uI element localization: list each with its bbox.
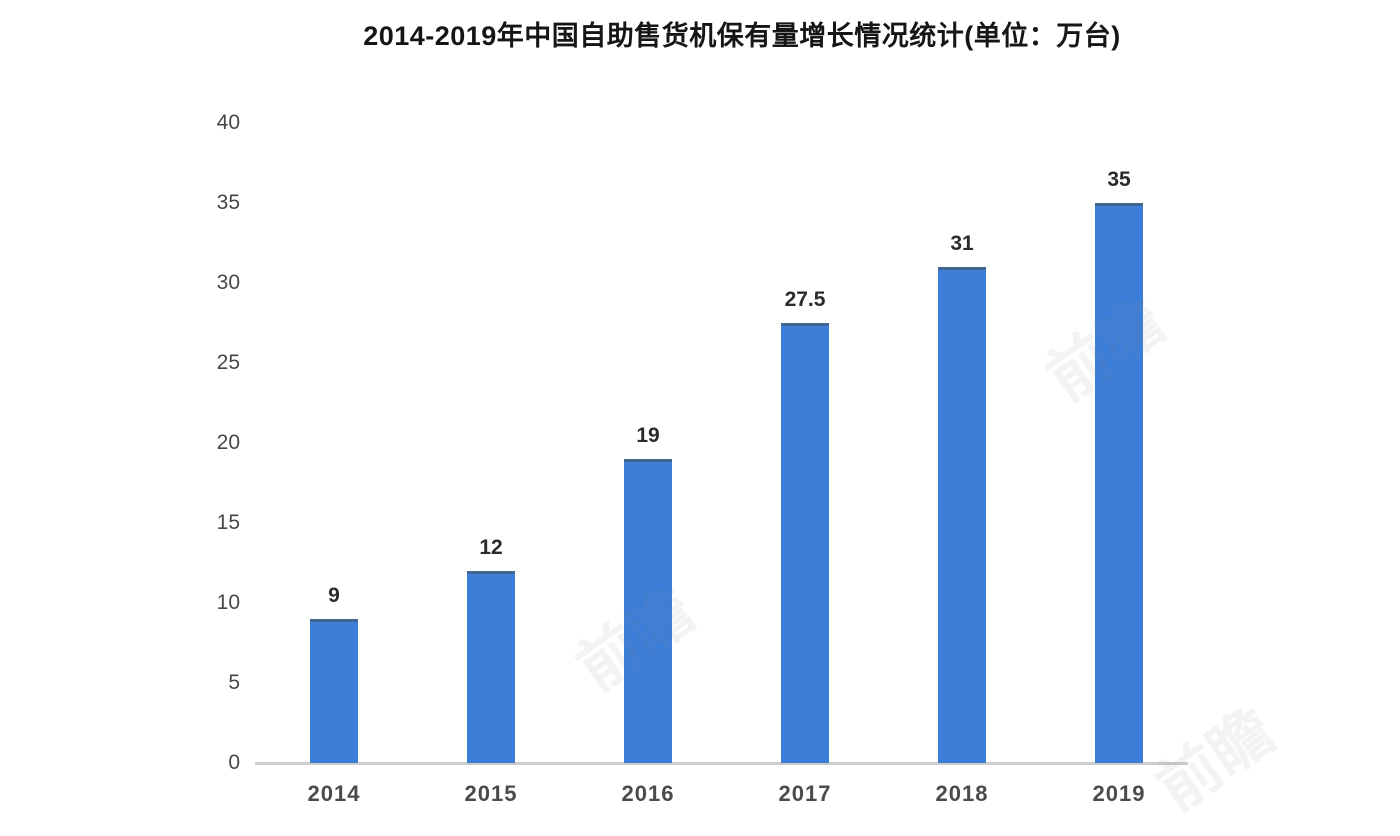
- x-tick-label: 2015: [464, 781, 518, 806]
- x-tick-label: 2016: [621, 781, 675, 806]
- bar-2018: [938, 267, 986, 763]
- x-tick-label: 2014: [307, 781, 361, 806]
- bar-value-label: 31: [950, 232, 974, 255]
- y-tick-label: 25: [216, 351, 240, 374]
- bar-value-label: 35: [1107, 168, 1131, 191]
- bar-2017: [781, 323, 829, 763]
- y-tick-label: 40: [216, 111, 240, 134]
- bar-2014: [310, 619, 358, 763]
- bar-2019: [1095, 203, 1143, 763]
- y-tick-label: 5: [228, 671, 240, 694]
- bar-value-label: 12: [479, 536, 503, 559]
- x-tick-label: 2018: [935, 781, 989, 806]
- y-tick-label: 0: [228, 751, 240, 774]
- bar-2016: [624, 459, 672, 763]
- bar-value-label: 27.5: [784, 288, 826, 311]
- bar-value-label: 9: [328, 584, 340, 607]
- bar-value-label: 19: [636, 424, 660, 447]
- y-tick-label: 20: [216, 431, 240, 454]
- y-tick-label: 15: [216, 511, 240, 534]
- y-tick-label: 10: [216, 591, 240, 614]
- y-tick-label: 30: [216, 271, 240, 294]
- bar-2015: [467, 571, 515, 763]
- y-tick-label: 35: [216, 191, 240, 214]
- chart-title: 2014-2019年中国自助售货机保有量增长情况统计(单位：万台): [363, 21, 1121, 51]
- x-tick-label: 2019: [1092, 781, 1146, 806]
- x-tick-label: 2017: [778, 781, 832, 806]
- x-axis-line: [255, 762, 1188, 765]
